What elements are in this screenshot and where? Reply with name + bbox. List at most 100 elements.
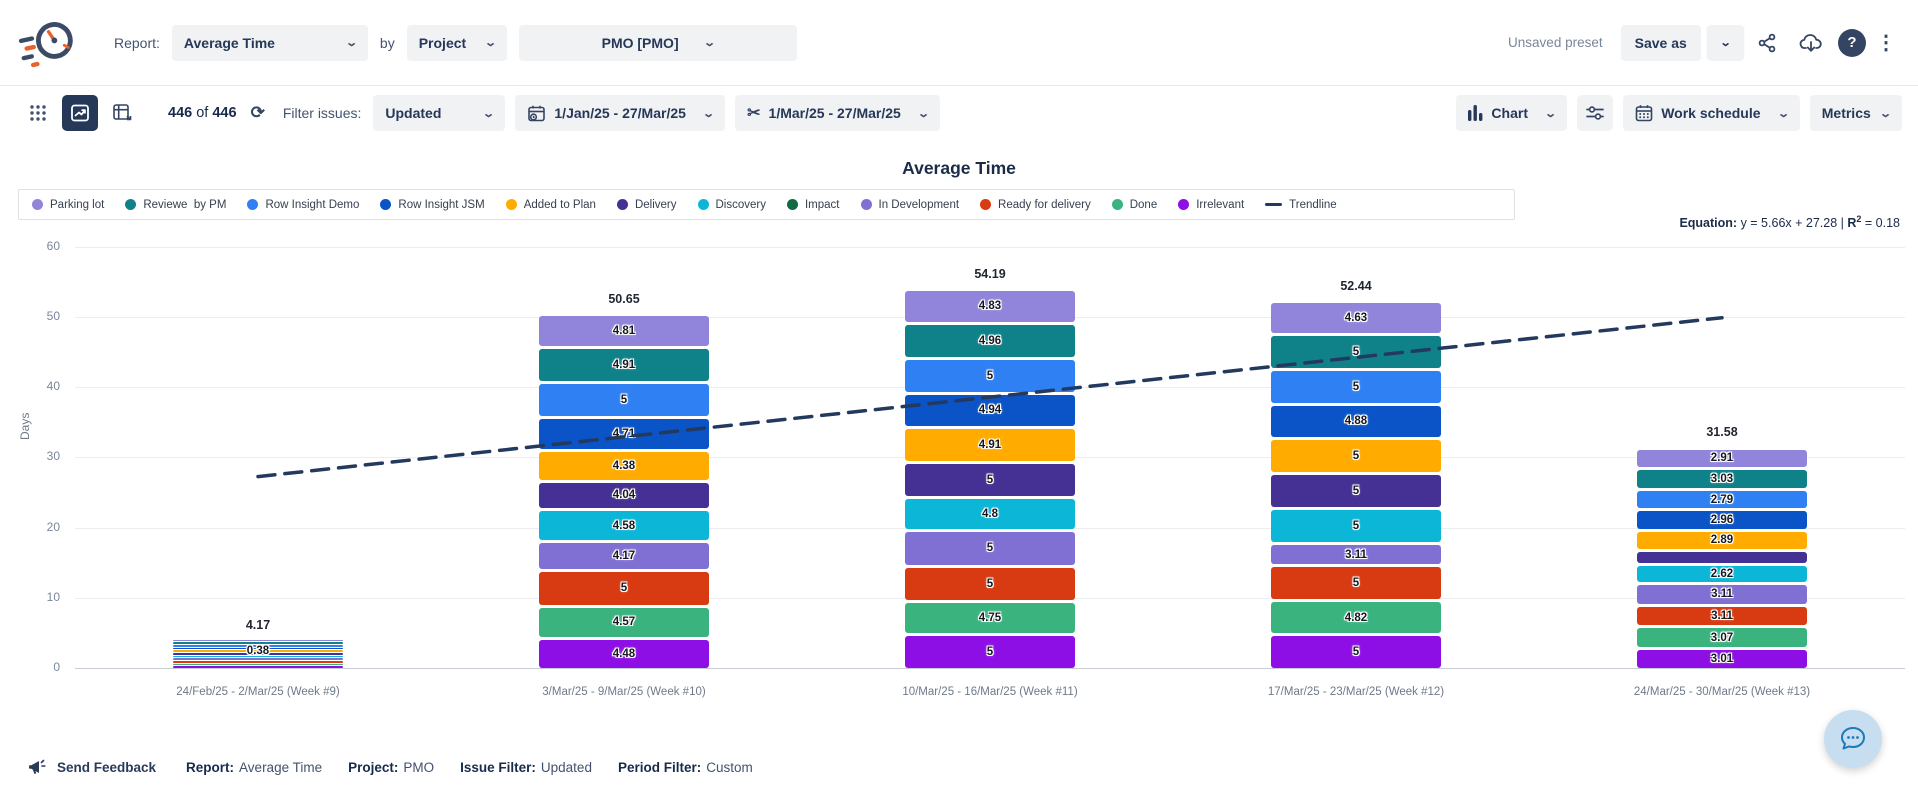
bar-segment[interactable] <box>173 655 343 658</box>
bar-segment[interactable]: 4.48 <box>539 639 709 668</box>
bar-segment[interactable]: 5 <box>539 572 709 605</box>
chart-type-select[interactable]: Chart ⌄ <box>1456 95 1568 131</box>
bar-segment[interactable]: 4.63 <box>1271 303 1441 333</box>
bar-segment[interactable]: 4.91 <box>905 429 1075 461</box>
metrics-select[interactable]: Metrics ⌄ <box>1809 95 1902 131</box>
bar-segment[interactable]: 5 <box>905 532 1075 565</box>
legend-item[interactable]: Discovery <box>697 199 766 211</box>
bar-segment[interactable]: 4.57 <box>539 607 709 637</box>
bar-segment[interactable]: 4.88 <box>1271 405 1441 437</box>
bar-segment[interactable]: 4.58 <box>539 511 709 541</box>
bar-segment[interactable]: 3.11 <box>1271 545 1441 565</box>
bar-segment[interactable]: 5 <box>905 463 1075 496</box>
issue-filter-select[interactable]: Updated ⌄ <box>373 95 506 131</box>
bar-segment[interactable]: 2.96 <box>1637 510 1807 529</box>
bar-segment[interactable]: 3.11 <box>1637 584 1807 604</box>
bar-segment[interactable] <box>173 650 343 653</box>
chevron-down-icon: ⌄ <box>1544 107 1558 120</box>
bar-segment[interactable] <box>173 666 343 668</box>
bar-segment[interactable]: 4.75 <box>905 602 1075 633</box>
segment-value-label: 2.96 <box>1710 513 1734 526</box>
legend-color-dot <box>1178 199 1190 210</box>
bar-segment[interactable]: 5 <box>905 635 1075 668</box>
report-select[interactable]: Average Time ⌄ <box>171 24 368 61</box>
footer-summary-value: Average Time <box>239 759 323 775</box>
project-select[interactable]: PMO [PMO] ⌄ <box>518 24 797 61</box>
save-as-button[interactable]: Save as <box>1620 24 1701 61</box>
bar-segment[interactable]: 4.71 <box>539 418 709 449</box>
bar-segment[interactable]: 4.82 <box>1271 602 1441 633</box>
work-schedule-select[interactable]: Work schedule ⌄ <box>1623 95 1800 131</box>
bar-segment[interactable] <box>173 661 343 663</box>
bar-segment[interactable]: 5 <box>1271 475 1441 508</box>
period-filter-select[interactable]: 1/Jan/25 - 27/Mar/25 ⌄ <box>515 95 726 131</box>
help-icon[interactable]: ? <box>1838 28 1866 57</box>
bar-segment[interactable]: 5 <box>905 359 1075 392</box>
bar-segment[interactable]: 5 <box>1271 370 1441 403</box>
refresh-icon[interactable]: ⟳ <box>250 103 265 122</box>
segment-value-label: 3.03 <box>1710 472 1734 485</box>
bar-segment[interactable] <box>173 653 343 655</box>
bar-segment[interactable] <box>173 647 343 650</box>
legend-item[interactable]: Row Insight Demo <box>247 199 359 211</box>
legend-item[interactable]: In Development <box>860 199 959 211</box>
legend-item[interactable]: Done <box>1111 199 1157 211</box>
bar-segment[interactable] <box>173 642 343 645</box>
legend-item-trendline[interactable]: Trendline <box>1265 199 1337 211</box>
bar-segment[interactable] <box>173 639 343 642</box>
legend-item[interactable]: Irrelevant <box>1178 199 1244 211</box>
legend-item[interactable]: Parking lot <box>32 199 104 211</box>
bar-segment[interactable]: 4.17 <box>539 543 709 570</box>
bar-segment[interactable]: 4.83 <box>905 290 1075 322</box>
bar-segment[interactable] <box>173 658 343 661</box>
share-icon[interactable] <box>1750 26 1784 60</box>
bar-segment[interactable]: 3.01 <box>1637 649 1807 668</box>
chat-widget-button[interactable] <box>1824 710 1882 768</box>
bar-segment[interactable]: 4.96 <box>905 324 1075 357</box>
chart-settings-icon[interactable] <box>1577 95 1614 131</box>
legend-label: Reviewe by PM <box>143 198 227 211</box>
bar-segment[interactable] <box>173 663 343 666</box>
bar-segment[interactable]: 2.62 <box>1637 566 1807 582</box>
bar-segment[interactable]: 5 <box>1271 510 1441 543</box>
group-by-select[interactable]: Project ⌄ <box>406 24 507 61</box>
chart-view-icon[interactable] <box>62 95 98 131</box>
bar-segment[interactable]: 3.03 <box>1637 470 1807 489</box>
segment-value-label: 4.88 <box>1344 415 1368 428</box>
x-axis-label: 24/Mar/25 - 30/Mar/25 (Week #13) <box>1633 686 1811 698</box>
save-as-dropdown-button[interactable]: ⌄ <box>1706 24 1745 61</box>
legend-item[interactable]: Reviewe by PM <box>125 199 226 211</box>
bar-segment[interactable]: 5 <box>1271 567 1441 600</box>
bar-segment[interactable]: 5 <box>1271 439 1441 473</box>
bar-segment[interactable]: 4.94 <box>905 394 1075 427</box>
bar-segment[interactable] <box>1637 551 1807 564</box>
bar-segment[interactable]: 4.81 <box>539 315 709 347</box>
gridline <box>75 246 1905 248</box>
bar-segment[interactable]: 4.38 <box>539 451 709 480</box>
cloud-download-icon[interactable] <box>1794 26 1828 60</box>
more-options-icon[interactable]: ⋮ <box>1876 32 1896 54</box>
send-feedback-button[interactable]: Send Feedback <box>28 758 156 776</box>
legend-item[interactable]: Added to Plan <box>505 199 596 211</box>
bar-segment[interactable]: 5 <box>539 383 709 416</box>
slice-filter-select[interactable]: ✂ 1/Mar/25 - 27/Mar/25 ⌄ <box>735 95 941 131</box>
legend-item[interactable]: Ready for delivery <box>980 199 1091 211</box>
legend-item[interactable]: Row Insight JSM <box>380 198 485 211</box>
bar-segment[interactable]: 3.07 <box>1637 628 1807 647</box>
bar-segment[interactable]: 5 <box>1271 335 1441 368</box>
bar-segment[interactable]: 3.11 <box>1637 606 1807 626</box>
bar-segment[interactable]: 4.8 <box>905 498 1075 530</box>
bar-segment[interactable] <box>173 645 343 647</box>
grid-view-icon[interactable] <box>20 95 56 131</box>
bar-segment[interactable]: 2.89 <box>1637 531 1807 549</box>
bar-segment[interactable]: 2.79 <box>1637 491 1807 508</box>
bar-segment[interactable]: 2.91 <box>1637 449 1807 467</box>
bar-segment[interactable]: 5 <box>1271 635 1441 668</box>
legend-item[interactable]: Delivery <box>616 199 677 211</box>
pivot-table-view-icon[interactable] <box>104 95 140 131</box>
bar-segment[interactable]: 4.04 <box>539 482 709 509</box>
legend-label: Row Insight JSM <box>398 198 485 211</box>
legend-item[interactable]: Impact <box>786 199 840 211</box>
bar-segment[interactable]: 4.91 <box>539 349 709 381</box>
bar-segment[interactable]: 5 <box>905 567 1075 600</box>
